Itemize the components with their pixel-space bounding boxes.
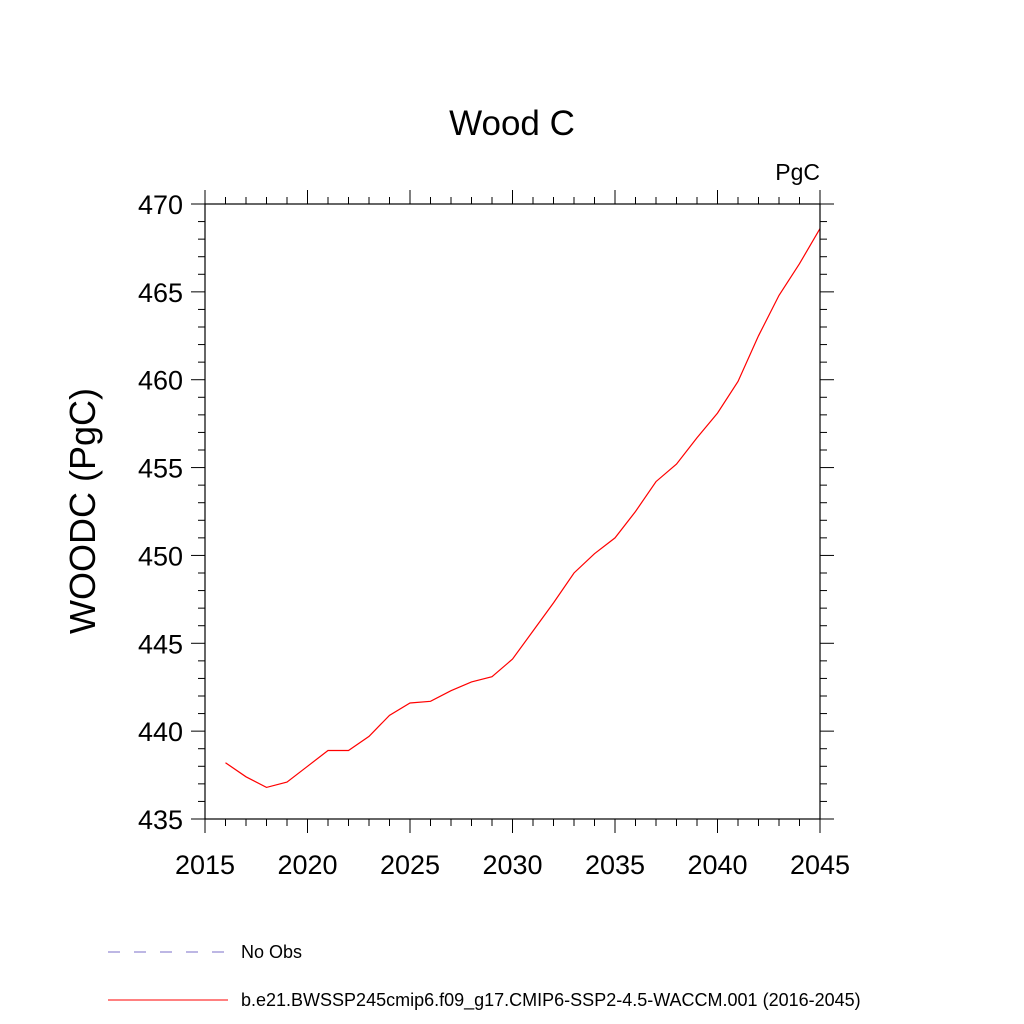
y-axis-label: WOODC (PgC): [62, 388, 103, 634]
y-tick-label: 440: [138, 717, 183, 747]
x-tick-label: 2015: [175, 850, 235, 880]
y-tick-label: 445: [138, 629, 183, 659]
x-tick-label: 2020: [277, 850, 337, 880]
y-tick-labels: 435 440 445 450 455 460 465 470: [138, 190, 183, 835]
y-tick-label: 435: [138, 805, 183, 835]
x-tick-label: 2045: [790, 850, 850, 880]
y-tick-label: 460: [138, 366, 183, 396]
x-tick-label: 2040: [687, 850, 747, 880]
y-tick-label: 450: [138, 541, 183, 571]
chart-title: Wood C: [449, 104, 575, 143]
series-line-0: [225, 228, 821, 789]
legend-label-no-obs: No Obs: [241, 942, 302, 962]
series-layer: [225, 228, 821, 789]
legend: No Obs b.e21.BWSSP245cmip6.f09_g17.CMIP6…: [108, 942, 861, 1011]
y-tick-label: 455: [138, 454, 183, 484]
y-tick-label: 465: [138, 278, 183, 308]
legend-label-waccm: b.e21.BWSSP245cmip6.f09_g17.CMIP6-SSP2-4…: [241, 990, 861, 1011]
x-tick-labels: 2015 2020 2025 2030 2035 2040 2045: [175, 850, 850, 880]
x-tick-label: 2025: [380, 850, 440, 880]
plot-frame: [204, 203, 821, 820]
units-label: PgC: [775, 159, 820, 185]
x-tick-label: 2035: [585, 850, 645, 880]
x-tick-label: 2030: [482, 850, 542, 880]
y-tick-label: 470: [138, 190, 183, 220]
axis-ticks: [191, 190, 834, 833]
